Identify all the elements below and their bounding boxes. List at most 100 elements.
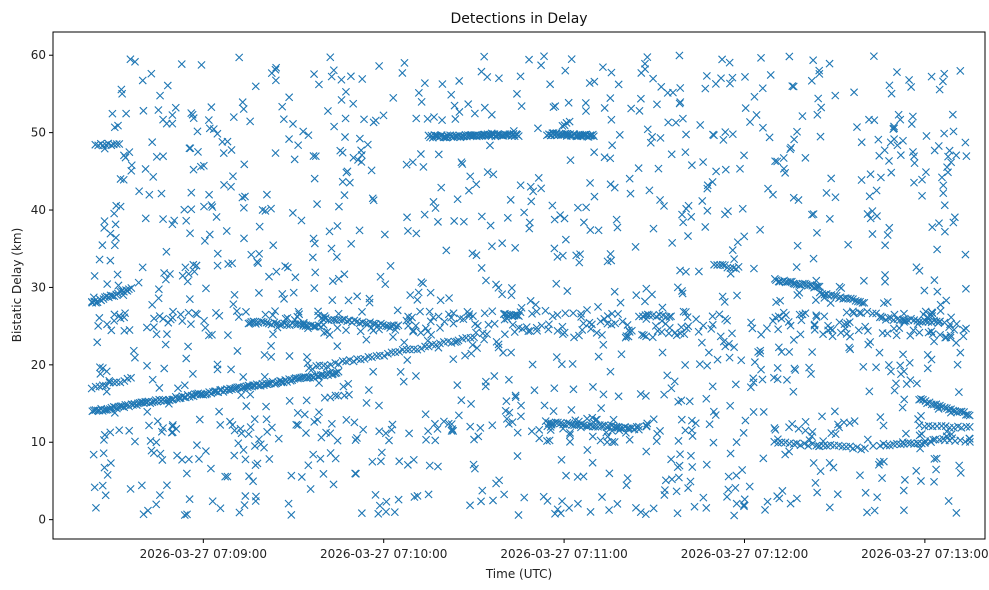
data-point xyxy=(801,153,810,162)
data-point xyxy=(424,427,433,436)
data-point xyxy=(898,403,907,412)
data-point xyxy=(246,423,255,432)
data-point xyxy=(502,414,511,423)
data-points xyxy=(87,51,974,520)
data-point xyxy=(641,311,650,320)
data-point xyxy=(596,317,605,326)
data-point xyxy=(403,355,412,364)
data-point xyxy=(486,221,495,230)
data-point xyxy=(438,116,447,125)
data-point xyxy=(508,418,517,427)
data-point xyxy=(785,52,794,61)
data-point xyxy=(245,472,254,481)
data-point xyxy=(812,228,821,237)
data-point xyxy=(514,511,523,520)
data-point xyxy=(649,415,658,424)
data-point xyxy=(239,372,248,381)
data-point xyxy=(267,352,276,361)
data-point xyxy=(885,81,894,90)
data-point xyxy=(681,148,690,157)
data-point xyxy=(201,284,210,293)
data-point xyxy=(681,426,690,435)
data-point xyxy=(244,430,253,439)
data-point xyxy=(683,313,692,322)
data-point xyxy=(199,161,208,170)
data-point xyxy=(855,471,864,480)
data-point xyxy=(844,240,853,249)
data-point xyxy=(420,210,429,219)
data-point xyxy=(701,222,710,231)
data-point xyxy=(219,149,228,158)
data-point xyxy=(961,284,970,293)
data-point xyxy=(794,196,803,205)
data-point xyxy=(201,323,210,332)
data-point xyxy=(564,98,573,107)
data-point xyxy=(815,66,824,75)
data-point xyxy=(811,296,820,305)
data-point xyxy=(112,201,121,210)
data-point xyxy=(868,230,877,239)
data-point xyxy=(641,391,650,400)
data-point xyxy=(227,182,235,191)
data-point xyxy=(343,317,352,326)
data-point xyxy=(807,76,816,85)
data-point xyxy=(932,317,941,326)
data-point xyxy=(848,307,857,316)
data-point xyxy=(558,497,567,506)
data-point xyxy=(154,285,163,294)
data-point xyxy=(402,316,411,325)
data-point xyxy=(528,360,537,369)
data-point xyxy=(530,386,539,395)
data-point xyxy=(712,167,721,176)
data-point xyxy=(309,450,318,459)
data-point xyxy=(853,123,861,132)
data-point xyxy=(681,308,690,316)
data-point xyxy=(639,331,648,340)
data-point xyxy=(607,68,616,77)
data-point xyxy=(930,454,939,463)
data-point xyxy=(923,399,932,408)
data-point xyxy=(673,463,682,472)
data-point xyxy=(246,390,255,399)
y-tick-label: 30 xyxy=(31,280,46,294)
data-point xyxy=(251,497,260,506)
data-point xyxy=(632,291,641,300)
data-point xyxy=(569,385,578,394)
data-point xyxy=(403,226,412,235)
data-point xyxy=(558,330,567,339)
data-point xyxy=(135,187,144,196)
data-point xyxy=(918,175,926,184)
data-point xyxy=(766,70,775,79)
data-point xyxy=(818,412,827,421)
data-point xyxy=(606,180,615,189)
data-point xyxy=(895,324,904,333)
data-point xyxy=(679,218,688,227)
data-point xyxy=(940,129,949,138)
data-point xyxy=(170,216,179,225)
data-point xyxy=(502,397,511,406)
data-point xyxy=(638,330,646,339)
data-point xyxy=(806,281,815,290)
data-point xyxy=(449,319,458,328)
data-point xyxy=(875,348,884,357)
data-point xyxy=(959,332,968,341)
data-point xyxy=(99,449,108,458)
data-point xyxy=(543,437,551,446)
data-point xyxy=(690,502,699,511)
data-point xyxy=(417,97,426,106)
data-point xyxy=(548,312,557,321)
data-point xyxy=(272,63,281,72)
data-point xyxy=(526,327,535,336)
data-point xyxy=(899,486,908,495)
data-point xyxy=(160,364,169,373)
data-point xyxy=(444,419,453,428)
data-point xyxy=(513,428,522,437)
data-point xyxy=(956,348,965,357)
data-point xyxy=(912,466,921,475)
data-point xyxy=(598,421,607,430)
data-point xyxy=(893,141,902,150)
data-point xyxy=(810,325,819,334)
data-point xyxy=(763,497,772,506)
data-point xyxy=(228,259,237,268)
data-point xyxy=(781,311,790,320)
